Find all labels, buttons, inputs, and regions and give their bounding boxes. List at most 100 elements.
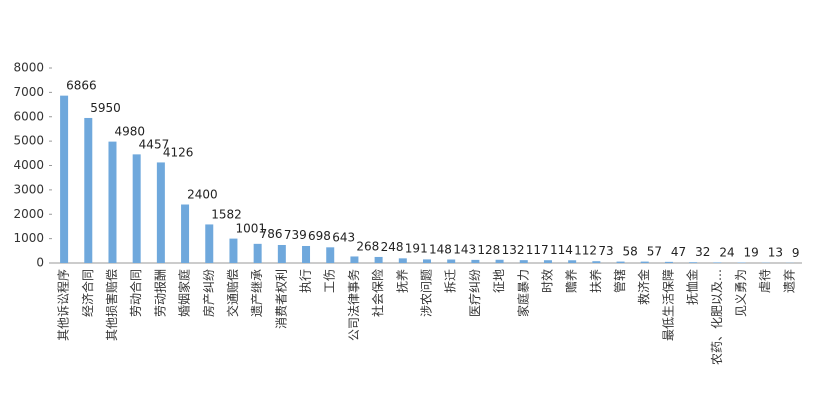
x-tick-label: 涉农问题: [420, 269, 434, 317]
x-tick-label: 其他损害赔偿: [104, 269, 119, 341]
bar: [253, 243, 262, 263]
value-label: 5950: [90, 101, 121, 115]
value-label: 128: [477, 243, 500, 257]
y-tick-label: 7000: [13, 85, 44, 99]
x-tick-label: 经济合同: [80, 269, 95, 317]
x-tick-label: 赡养: [564, 269, 579, 293]
value-label: 698: [308, 229, 331, 243]
bar: [568, 260, 577, 263]
bar: [60, 95, 69, 263]
value-label: 19: [744, 246, 759, 260]
x-tick-label: 社会保险: [370, 269, 385, 317]
bar: [205, 224, 214, 263]
value-label: 47: [671, 245, 686, 259]
bar: [302, 245, 311, 263]
y-tick-label: 4000: [13, 158, 44, 172]
value-label: 13: [768, 246, 783, 260]
x-tick-label: 见义勇为: [734, 269, 748, 317]
bar: [592, 261, 601, 263]
value-label: 58: [623, 245, 638, 259]
bar: [398, 258, 407, 263]
value-label: 739: [284, 228, 307, 242]
bar: [84, 117, 93, 263]
value-label: 114: [550, 243, 573, 257]
y-tick-label: 8000: [13, 61, 44, 75]
x-tick-label: 救济金: [636, 269, 651, 305]
x-tick-label: 医疗纠纷: [468, 269, 482, 317]
x-tick-label: 征地: [492, 269, 506, 293]
x-tick-label: 遗弃: [781, 269, 796, 293]
bar: [495, 259, 504, 263]
bar: [423, 259, 431, 263]
value-label: 6866: [66, 79, 97, 93]
x-tick-label: 房产纠纷: [201, 269, 216, 317]
x-tick-label: 执行: [299, 269, 313, 293]
x-tick-label: 抚养: [394, 269, 409, 293]
bar: [374, 256, 383, 263]
x-tick-label: 婚姻家庭: [177, 269, 192, 317]
value-label: 2400: [187, 188, 218, 202]
value-label: 1001: [235, 222, 266, 236]
bar: [543, 260, 552, 263]
bar: [350, 256, 359, 263]
y-tick-label: 6000: [13, 109, 44, 123]
bar: [132, 154, 141, 263]
bar: [108, 141, 117, 263]
x-tick-label: 遗产继承: [250, 269, 264, 317]
y-tick-label: 2000: [13, 207, 44, 221]
value-label: 191: [405, 241, 428, 255]
x-tick-label: 工伤: [323, 269, 337, 293]
x-tick-label: 家庭暴力: [515, 269, 530, 317]
x-tick-label: 虐待: [758, 269, 772, 293]
x-tick-label: 劳动报酬: [152, 269, 167, 317]
value-label: 9: [792, 246, 800, 260]
value-label: 268: [356, 239, 379, 253]
bar: [616, 261, 625, 263]
value-label: 148: [429, 242, 452, 256]
x-tick-label: 扶养: [588, 269, 603, 293]
x-tick-label: 抚恤金: [685, 269, 700, 305]
bar: [277, 244, 286, 263]
x-tick-label: 拆迁: [443, 269, 458, 293]
x-tick-label: 其他诉讼程序: [56, 269, 71, 341]
x-tick-label: 农药、化肥以及…: [710, 269, 724, 365]
bar: [156, 162, 165, 263]
value-label: 32: [695, 245, 710, 259]
bar: [229, 238, 238, 263]
value-label: 4457: [139, 137, 170, 151]
value-label: 4126: [163, 145, 194, 159]
value-label: 73: [598, 244, 613, 258]
value-label: 143: [453, 243, 476, 257]
y-tick-label: 1000: [13, 231, 44, 245]
y-tick-label: 5000: [13, 134, 44, 148]
x-tick-label: 管辖: [612, 269, 627, 293]
x-tick-label: 消费者权利: [274, 269, 288, 329]
bar: [447, 259, 456, 263]
value-label: 57: [647, 245, 662, 259]
y-tick-label: 0: [36, 256, 44, 270]
x-tick-label: 劳动合同: [128, 269, 143, 317]
value-label: 643: [332, 230, 355, 244]
bar: [689, 262, 698, 263]
bar: [640, 261, 649, 263]
value-label: 248: [381, 240, 404, 254]
x-tick-label: 最低生活保障: [660, 269, 675, 341]
y-tick-label: 3000: [13, 182, 44, 196]
bar: [326, 247, 335, 263]
bar: [519, 260, 528, 263]
value-label: 24: [719, 245, 734, 259]
bar: [181, 204, 190, 263]
value-label: 4980: [114, 125, 145, 139]
value-label: 786: [260, 227, 283, 241]
value-label: 117: [526, 243, 549, 257]
value-label: 112: [574, 243, 597, 257]
value-label: 132: [502, 243, 525, 257]
x-tick-label: 交通赔偿: [225, 269, 240, 317]
bar: [471, 259, 480, 263]
bar: [664, 261, 673, 263]
bar: [713, 262, 722, 263]
x-tick-label: 公司法律事务: [346, 269, 361, 341]
value-label: 1582: [211, 207, 242, 221]
x-tick-label: 时效: [539, 269, 554, 293]
